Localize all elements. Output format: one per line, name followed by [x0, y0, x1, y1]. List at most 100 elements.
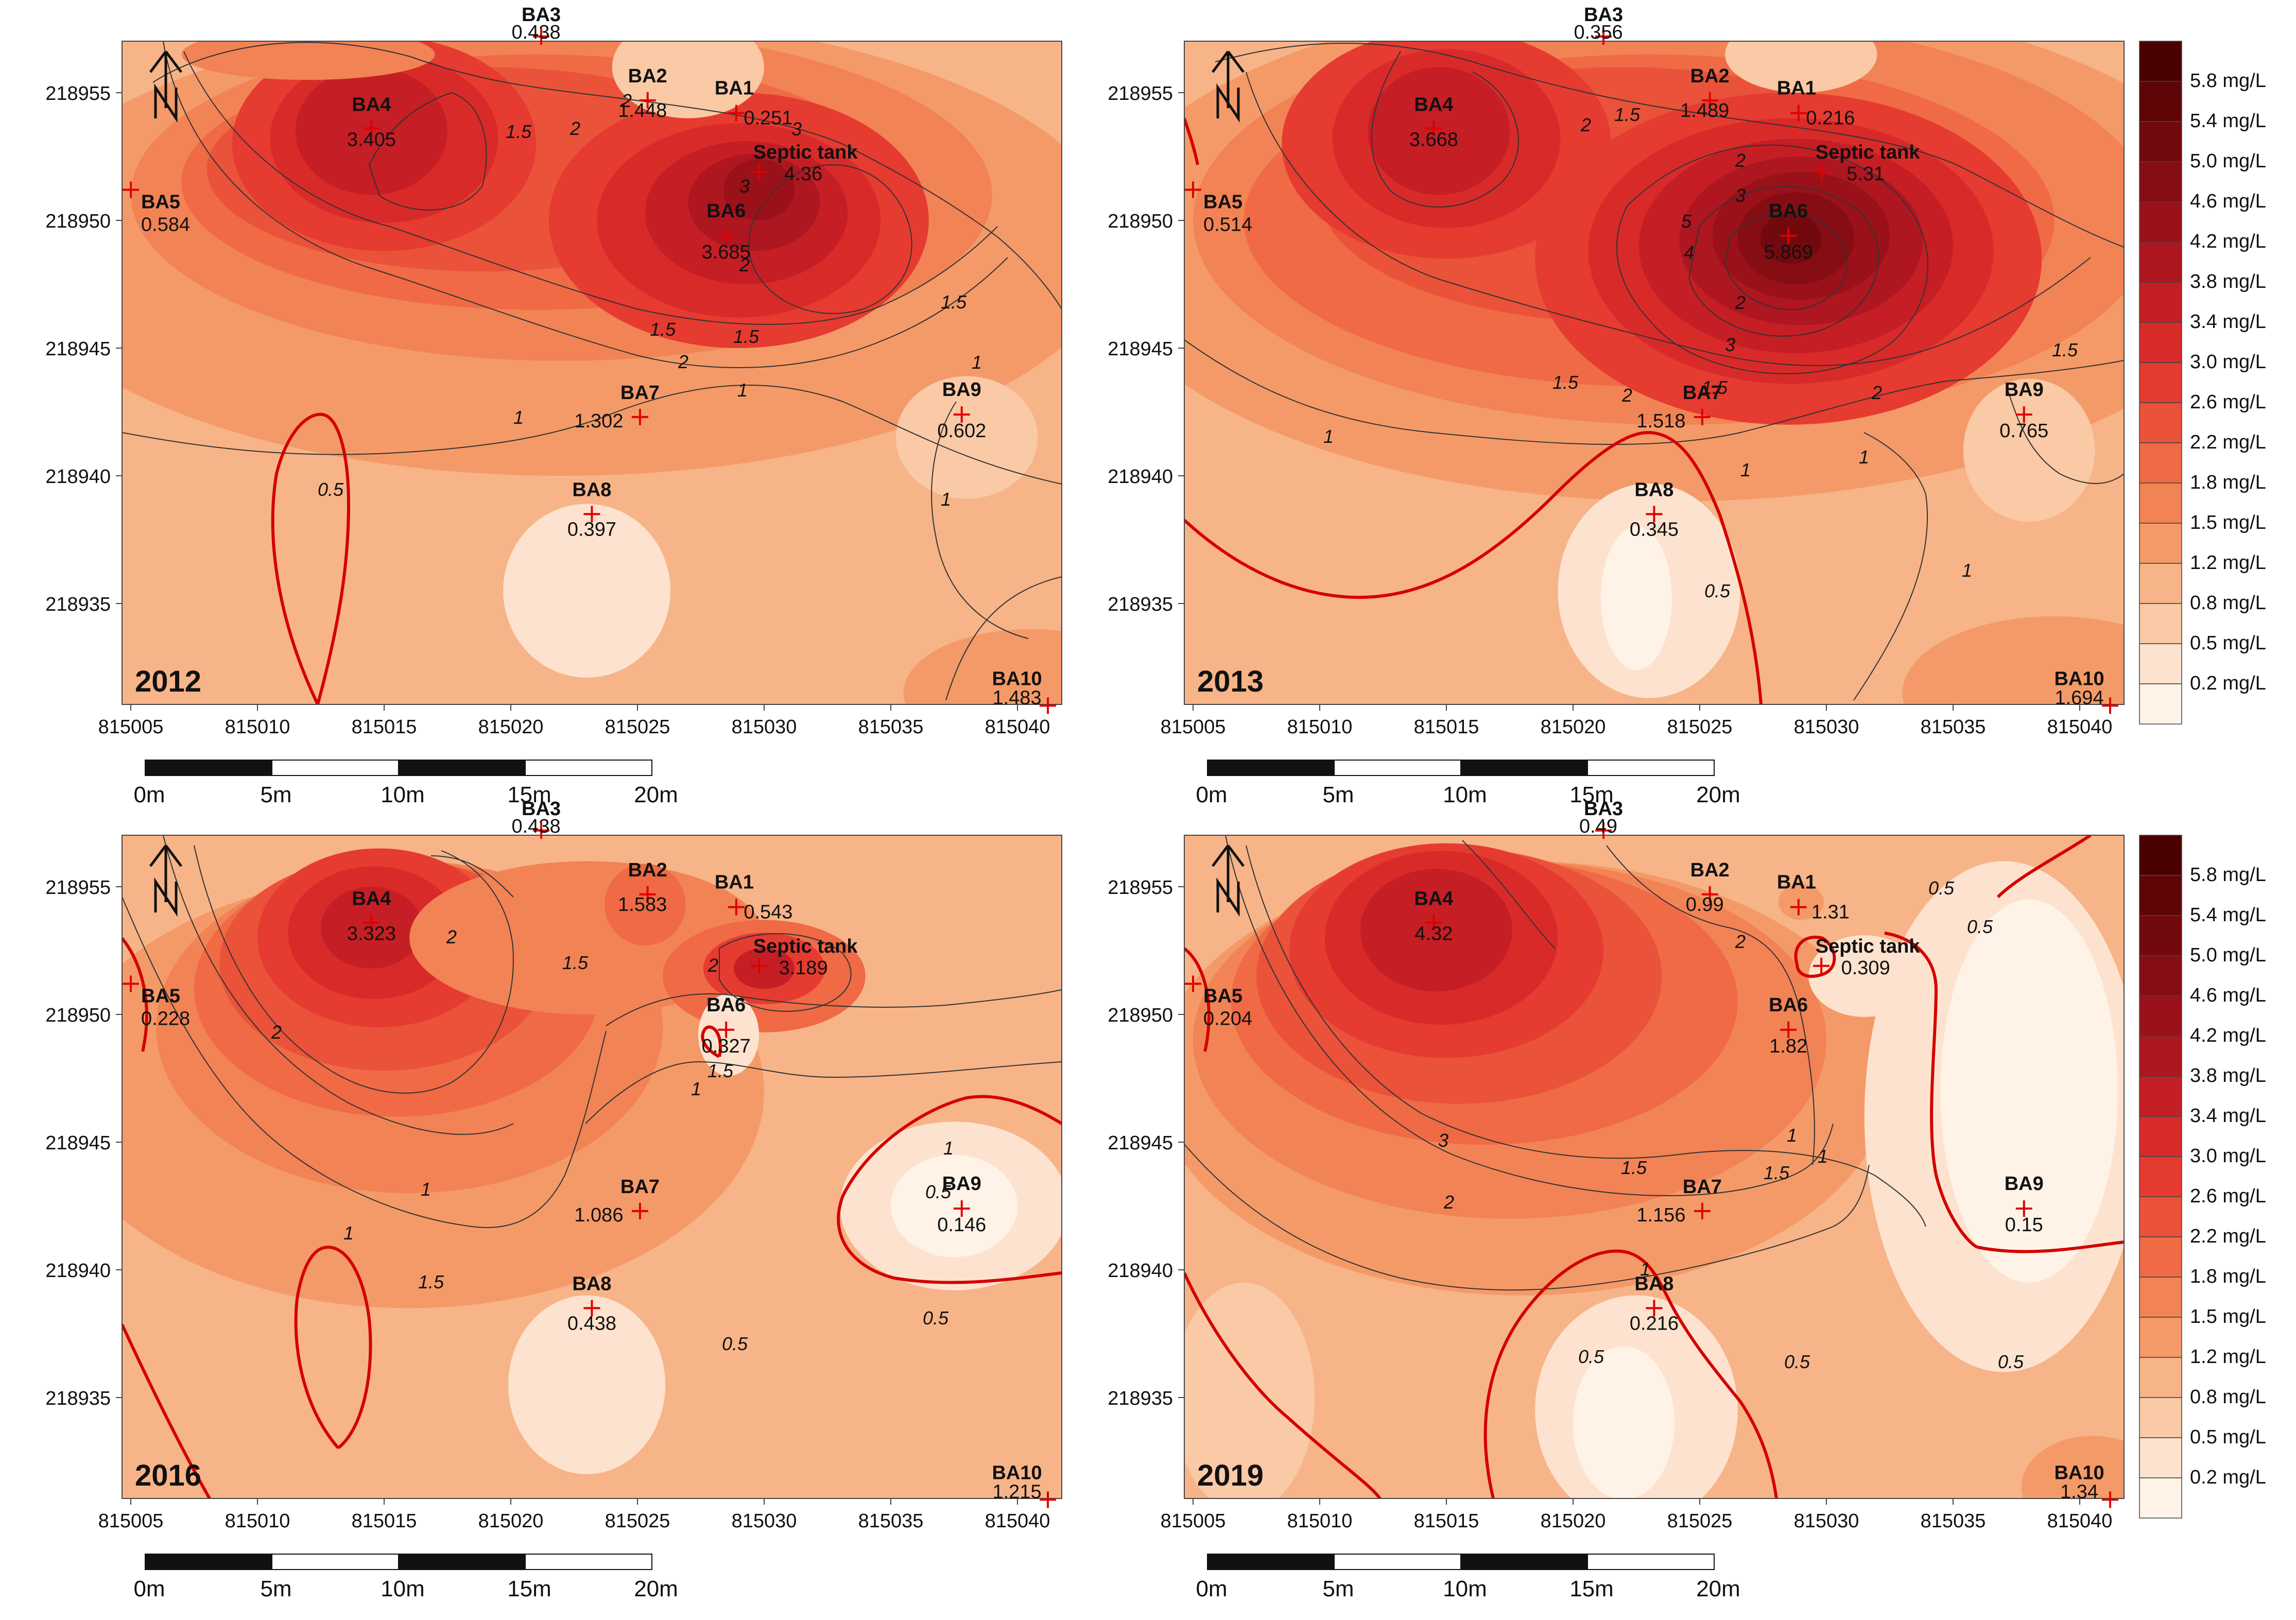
legend-swatch: [2139, 1236, 2182, 1278]
concentration-zone: [891, 1154, 1017, 1257]
station-value: 3.405: [347, 129, 396, 150]
scale-bar-label: 10m: [381, 1576, 425, 1601]
station-value: 1.086: [574, 1204, 623, 1226]
concentration-zone: [1601, 527, 1672, 670]
concentration-zone: [723, 159, 795, 221]
station-ba9: BA9 0.765: [1999, 379, 2048, 442]
x-tick-label: 815030: [1794, 1510, 1859, 1532]
isoline-0-5: [271, 412, 351, 704]
contour-label: 2: [739, 254, 750, 275]
legend: 5.8 mg/L 5.4 mg/L 5.0 mg/L 4.6 mg/L 4.2 mg/L…: [2139, 835, 2266, 1519]
isoline: [931, 401, 1029, 639]
station-ba6: BA6 1.82: [1769, 994, 1808, 1057]
contour-label: 1: [1859, 446, 1869, 468]
legend-swatch: [2139, 322, 2182, 363]
x-tick-label: 815010: [1287, 1510, 1353, 1532]
contour-label: 1.5: [1764, 1162, 1790, 1183]
isoline: [183, 51, 998, 325]
station-value: 1.215: [992, 1481, 1041, 1503]
y-tick-label: 218950: [45, 211, 111, 232]
legend-label: 5.8 mg/L: [2190, 864, 2266, 886]
y-tick-label: 218940: [1108, 466, 1173, 488]
legend-label: 2.2 mg/L: [2190, 432, 2266, 453]
north-arrow-icon: [149, 845, 182, 917]
isoline-0-5: [1977, 1240, 2124, 1253]
concentration-zone: [1725, 41, 1877, 93]
station-value: 0.514: [1203, 214, 1252, 235]
station-name: BA10: [992, 1462, 1042, 1484]
isoline: [1184, 339, 2124, 445]
station-name: BA9: [942, 379, 981, 401]
station-name: BA1: [1777, 872, 1816, 893]
legend-label: 0.8 mg/L: [2190, 1386, 2266, 1408]
scale-bar-label: 20m: [634, 782, 678, 807]
station-ba8: BA8 0.397: [567, 479, 616, 540]
contour-label: 1: [943, 1138, 954, 1159]
contour-label: 2: [707, 955, 718, 976]
scale-bar: 0m 5m 10m 15m 20m: [1196, 1554, 1740, 1601]
station-value: 1.448: [618, 100, 667, 122]
station-name: BA7: [1683, 1176, 1722, 1198]
north-arrow-icon: [1212, 50, 1245, 123]
x-tick-label: 815005: [1161, 1510, 1226, 1532]
legend-swatch: [2139, 402, 2182, 443]
y-tick-label: 218940: [1108, 1260, 1173, 1282]
contour-fill: 2 1.5 2 1 1.5 1 1 2 1.5 1 0.5 0.5 0.5: [122, 835, 1062, 1498]
legend-label: 3.8 mg/L: [2190, 1065, 2266, 1087]
legend-label: 5.4 mg/L: [2190, 904, 2266, 926]
station-name: BA2: [628, 859, 667, 881]
concentration-zone: [903, 629, 1062, 704]
station-ba8: BA8 0.438: [567, 1273, 616, 1334]
y-tick-label: 218945: [45, 1132, 111, 1154]
station-value: 1.694: [2055, 687, 2103, 709]
x-tick-label: 815015: [1414, 716, 1479, 738]
station-name: BA5: [141, 191, 180, 213]
x-tick-label: 815015: [1414, 1510, 1479, 1532]
contour-label: 4: [1684, 242, 1694, 263]
station-value: 0.584: [141, 214, 190, 235]
legend-swatch: [2139, 1277, 2182, 1318]
contour-label: 5: [1681, 211, 1692, 232]
station-name: BA10: [2054, 668, 2104, 690]
legend-label: 5.8 mg/L: [2190, 70, 2266, 92]
isoline: [1225, 835, 1834, 1196]
scale-bar: 0m 5m 10m 15m 20m: [133, 760, 678, 807]
isoline: [430, 855, 514, 898]
isoline-0-5: [294, 1245, 372, 1450]
station-name: BA5: [141, 985, 180, 1007]
legend-swatch: [2139, 442, 2182, 484]
station-name: BA7: [620, 382, 660, 404]
station-name: BA9: [942, 1173, 981, 1195]
legend-label: 4.6 mg/L: [2190, 985, 2266, 1006]
legend-label: 1.2 mg/L: [2190, 1346, 2266, 1368]
legend: 5.8 mg/L 5.4 mg/L 5.0 mg/L 4.6 mg/L 4.2 mg/L…: [2139, 41, 2266, 725]
concentration-zone: [698, 994, 759, 1076]
contour-label: 1: [737, 380, 748, 401]
contour-label: 2: [1580, 114, 1591, 135]
station-value: 3.323: [347, 923, 396, 944]
x-tick-label: 815040: [2047, 1510, 2113, 1532]
station-value: 4.32: [1414, 923, 1453, 944]
station-value: 0.146: [937, 1214, 986, 1236]
isoline: [1215, 42, 2124, 248]
concentration-zone: [2021, 1436, 2124, 1498]
contour-label: 2: [1871, 382, 1882, 403]
station-name: BA1: [1777, 78, 1816, 99]
contour-label: 1: [1640, 1259, 1650, 1280]
station-value: 3.685: [702, 242, 751, 263]
station-value: 1.82: [1769, 1036, 1807, 1057]
station-value: 1.489: [1680, 100, 1729, 122]
map-panel-2016: 2 1.5 2 1 1.5 1 1 2 1.5 1 0.5 0.5 0.5 815005 815010 815…: [45, 798, 1062, 1601]
x-tick-label: 815030: [732, 1510, 797, 1532]
contour-label: 2: [1735, 292, 1746, 313]
station-name: BA8: [572, 1273, 611, 1295]
station-name: BA4: [1414, 888, 1453, 909]
contour-label: 1.5: [941, 291, 967, 313]
legend-swatch: [2139, 995, 2182, 1037]
contour-label: 1: [1323, 426, 1334, 447]
isoline: [152, 42, 1062, 309]
station-value: 1.483: [992, 687, 1041, 709]
